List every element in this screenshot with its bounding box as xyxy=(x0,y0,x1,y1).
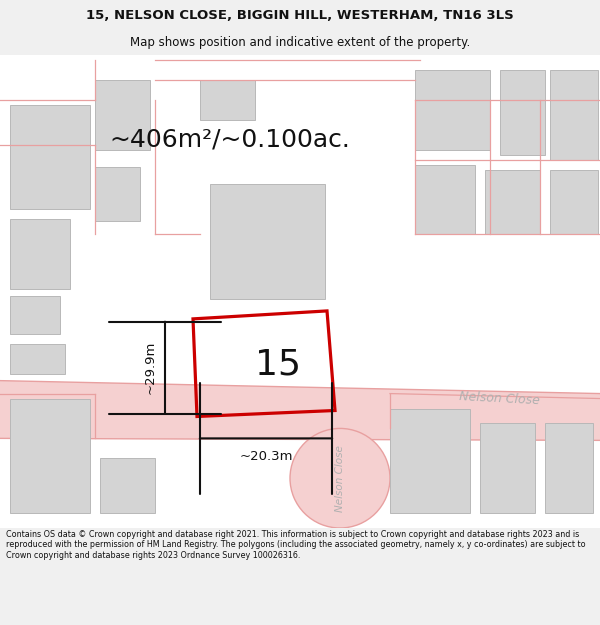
Bar xyxy=(485,169,540,234)
Text: 15: 15 xyxy=(255,348,301,381)
Bar xyxy=(10,296,60,334)
Bar xyxy=(10,344,65,374)
Text: Nelson Close: Nelson Close xyxy=(335,445,345,512)
Text: ~406m²/~0.100ac.: ~406m²/~0.100ac. xyxy=(110,127,350,152)
Bar xyxy=(500,70,545,154)
Bar xyxy=(10,219,70,289)
Bar xyxy=(210,184,325,299)
Bar xyxy=(480,424,535,513)
Polygon shape xyxy=(315,438,365,518)
Bar xyxy=(550,169,598,234)
Bar xyxy=(390,409,470,513)
Bar xyxy=(415,164,475,234)
Polygon shape xyxy=(0,381,600,441)
Bar xyxy=(95,80,150,149)
Bar xyxy=(95,166,140,221)
Text: ~20.3m: ~20.3m xyxy=(239,451,293,463)
Bar xyxy=(545,424,593,513)
Bar xyxy=(10,399,90,513)
Bar xyxy=(550,70,598,159)
Text: Map shows position and indicative extent of the property.: Map shows position and indicative extent… xyxy=(130,36,470,49)
Text: Contains OS data © Crown copyright and database right 2021. This information is : Contains OS data © Crown copyright and d… xyxy=(6,530,586,560)
Wedge shape xyxy=(290,428,390,528)
Bar xyxy=(10,105,90,209)
Bar xyxy=(200,80,255,120)
Text: Nelson Close: Nelson Close xyxy=(460,390,541,407)
Text: 15, NELSON CLOSE, BIGGIN HILL, WESTERHAM, TN16 3LS: 15, NELSON CLOSE, BIGGIN HILL, WESTERHAM… xyxy=(86,9,514,22)
Text: ~29.9m: ~29.9m xyxy=(144,341,157,394)
Bar xyxy=(100,458,155,513)
Bar xyxy=(415,70,490,149)
